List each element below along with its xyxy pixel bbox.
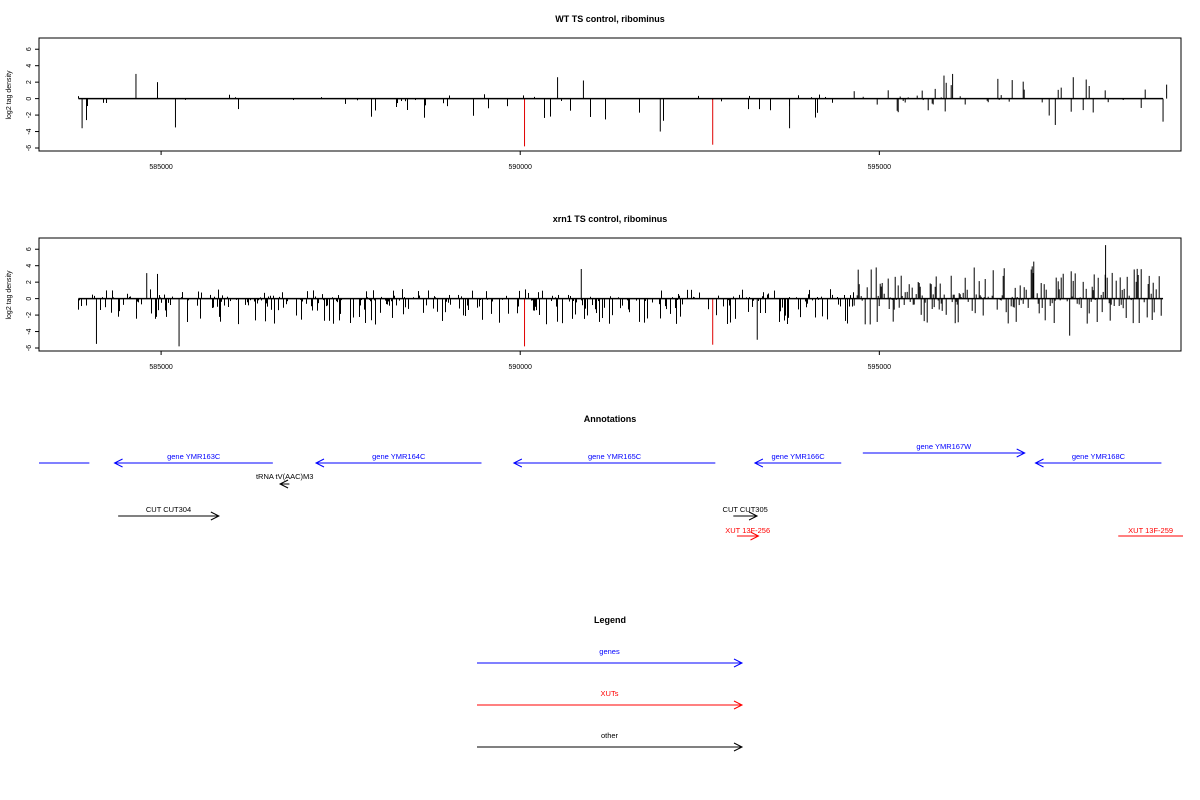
legend-label: other — [601, 731, 619, 740]
y-axis-label: log2 tag density — [6, 270, 13, 320]
feature-label: gene YMR168C — [1072, 452, 1126, 461]
feature-label: XUT 13F-256 — [725, 526, 770, 535]
feature-label: XUT 13F-259 — [1128, 526, 1173, 535]
legend-arrowhead — [733, 658, 744, 668]
x-axis: 585000 590000 595000 — [149, 351, 891, 371]
y-axis: 6 4 2 0 -2 -4 -6 — [26, 47, 39, 151]
feature-arrowhead — [753, 458, 764, 468]
annotation-features: gene YMR163C gene YMR164C gene YMR165C gene… — [39, 442, 1183, 541]
legend: Legend genes XUTs other — [477, 615, 744, 752]
legend-label: genes — [599, 647, 620, 656]
feature-label: tRNA tV(AAC)M3 — [256, 472, 314, 481]
annotations-title: Annotations — [584, 414, 637, 424]
x-tick-label: 595000 — [868, 164, 891, 171]
y-tick-label: 0 — [26, 297, 33, 301]
legend-items: genes XUTs other — [477, 647, 744, 752]
x-axis: 585000 590000 595000 — [149, 151, 891, 171]
plot-frame — [38, 37, 1182, 152]
feature-label: gene YMR167W — [916, 442, 972, 451]
feature-label: gene YMR163C — [167, 452, 221, 461]
x-tick-label: 590000 — [509, 364, 532, 371]
feature-arrowhead — [750, 531, 760, 541]
plot-frame — [38, 237, 1182, 352]
y-tick-label: -4 — [26, 328, 33, 334]
y-tick-label: 4 — [26, 64, 33, 68]
bars — [78, 73, 1168, 147]
feature-label: gene YMR164C — [372, 452, 426, 461]
feature-arrowhead — [314, 458, 325, 468]
y-tick-label: 6 — [26, 47, 33, 51]
legend-arrowhead — [733, 742, 744, 752]
feature-arrowhead — [512, 458, 523, 468]
y-axis: 6 4 2 0 -2 -4 -6 — [26, 247, 39, 351]
feature-label: gene YMR165C — [588, 452, 642, 461]
y-tick-label: -2 — [26, 112, 33, 118]
feature-label: CUT CUT304 — [146, 505, 191, 514]
bars — [78, 245, 1162, 347]
panel-xrn1: xrn1 TS control, ribominus log2 tag dens… — [6, 214, 1182, 371]
y-tick-label: 0 — [26, 97, 33, 101]
feature-arrowhead — [113, 458, 123, 468]
annotations-panel: Annotations gene YMR163C gene YMR164C gene… — [39, 414, 1183, 541]
y-tick-label: 4 — [26, 264, 33, 268]
feature-arrowhead — [278, 479, 289, 489]
legend-title: Legend — [594, 615, 626, 625]
y-tick-label: -2 — [26, 312, 33, 318]
y-axis-label: log2 tag density — [6, 70, 13, 120]
y-tick-label: 6 — [26, 247, 33, 251]
panel-title: WT TS control, ribominus — [555, 14, 665, 24]
x-tick-label: 590000 — [509, 164, 532, 171]
y-tick-label: 2 — [26, 280, 33, 284]
x-tick-label: 585000 — [149, 164, 172, 171]
feature-arrowhead — [1016, 448, 1026, 458]
y-tick-label: -4 — [26, 128, 33, 134]
feature-label: CUT CUT305 — [723, 505, 768, 514]
panel-title: xrn1 TS control, ribominus — [553, 214, 668, 224]
feature-arrowhead — [210, 511, 220, 521]
x-tick-label: 585000 — [149, 364, 172, 371]
feature-label: gene YMR166C — [771, 452, 825, 461]
legend-arrowhead — [733, 700, 744, 710]
feature-arrowhead — [1034, 458, 1044, 468]
panel-wt: WT TS control, ribominus log2 tag densit… — [6, 14, 1182, 171]
feature-arrowhead — [748, 511, 759, 521]
x-tick-label: 595000 — [868, 364, 891, 371]
y-tick-label: 2 — [26, 80, 33, 84]
legend-label: XUTs — [601, 689, 619, 698]
y-tick-label: -6 — [26, 145, 33, 151]
y-tick-label: -6 — [26, 345, 33, 351]
